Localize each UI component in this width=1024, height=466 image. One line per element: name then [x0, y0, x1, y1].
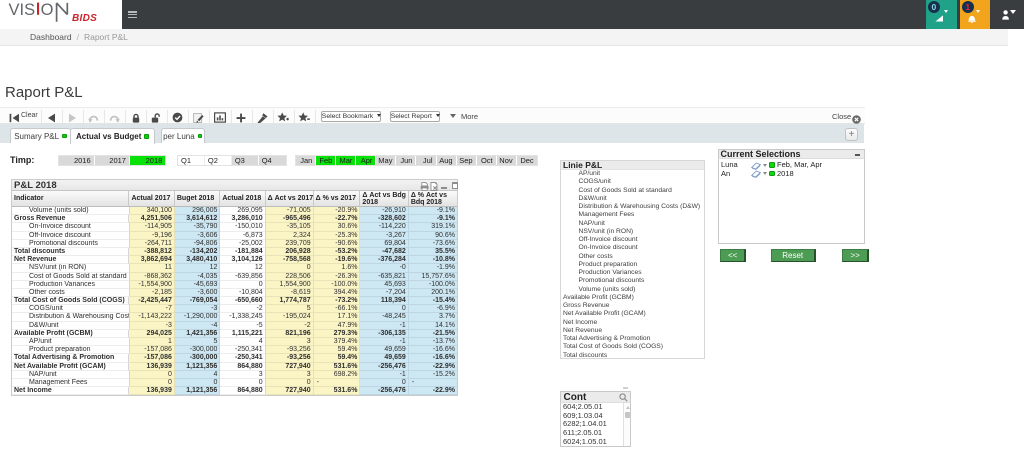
svg-text:BIDS: BIDS	[72, 13, 97, 24]
svg-text:O: O	[41, 1, 54, 19]
svg-text:VIS: VIS	[9, 1, 36, 19]
